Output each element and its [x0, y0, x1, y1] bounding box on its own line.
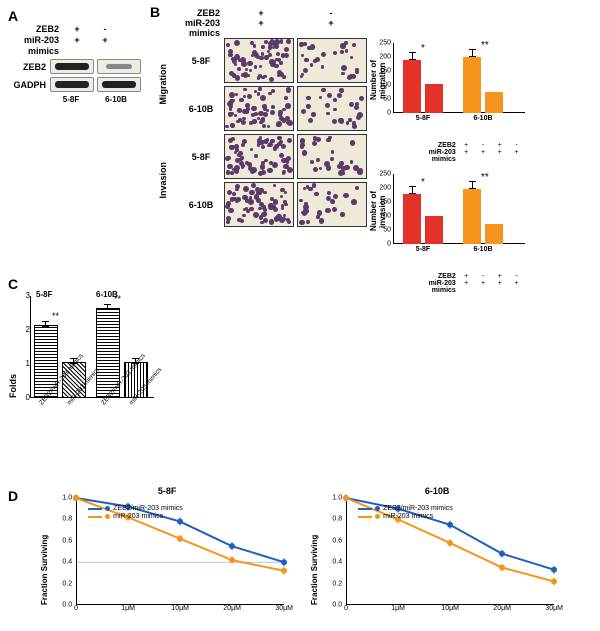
micrograph — [224, 182, 294, 227]
bar-chart-invasion: Number of invasion 050100150200250 *** 5… — [375, 169, 530, 264]
panel-b-header: ZEB2 + - miR-203 + + mimics — [158, 8, 592, 38]
label-mimics: mimics — [8, 46, 63, 56]
sign: + — [296, 18, 366, 28]
panel-c-letter: C — [8, 276, 158, 292]
label-zeb2: ZEB2 — [8, 24, 63, 34]
vlabel-invasion: Invasion — [158, 162, 178, 199]
blot-image — [97, 77, 141, 92]
blot-image — [50, 77, 94, 92]
label-mir203: miR-203 — [8, 35, 63, 45]
sublabel: 6-10B — [181, 200, 221, 210]
label: miR-203 — [158, 18, 226, 28]
micrograph — [297, 86, 367, 131]
blot-zeb2-row: ZEB2 — [8, 59, 158, 74]
micrograph — [224, 38, 294, 83]
sign: + — [226, 8, 296, 18]
panel-b: B ZEB2 + - miR-203 + + mimics Migration … — [158, 8, 592, 270]
vlabel-migration: Migration — [158, 64, 178, 105]
sign: + — [226, 18, 296, 28]
micrograph — [224, 134, 294, 179]
sign: + — [91, 35, 119, 45]
blot-image — [50, 59, 94, 74]
panel-c: C Folds **** ZEB2/miR-203 mimicsmiR-203 … — [8, 276, 158, 442]
blot-image — [97, 59, 141, 74]
micrograph — [224, 86, 294, 131]
sign: - — [91, 24, 119, 34]
label: mimics — [158, 28, 226, 38]
transwell-grid: Migration 5-8F 6-10B Invasion 5-8F 6-10B — [158, 38, 367, 270]
y-axis-label: Folds — [8, 312, 18, 398]
micrograph — [297, 134, 367, 179]
panel-a-header: ZEB2 + - miR-203 + + mimics — [8, 24, 158, 56]
row-top: A ZEB2 + - miR-203 + + mimics ZEB2 GADPH — [8, 8, 592, 270]
sublabel: 6-10B — [181, 104, 221, 114]
sublabel: 5-8F — [181, 152, 221, 162]
panel-d: D 5-8FFraction Surviving0.00.20.40.60.81… — [8, 488, 592, 623]
blot-sublabels: 5-8F 6-10B — [50, 95, 158, 104]
micrograph — [297, 38, 367, 83]
sublabel: 5-8F — [181, 56, 221, 66]
panel-a: A ZEB2 + - miR-203 + + mimics ZEB2 GADPH — [8, 8, 158, 270]
sublabel: 6-10B — [95, 95, 137, 104]
micrograph — [297, 182, 367, 227]
sign: + — [63, 35, 91, 45]
sign: - — [296, 8, 366, 18]
title: 6-10B — [96, 290, 118, 299]
blot-label: ZEB2 — [8, 62, 50, 72]
panel-a-letter: A — [8, 8, 158, 24]
panel-b-letter: B — [150, 4, 160, 20]
panel-d-letter: D — [8, 488, 18, 623]
panel-b-barcharts: Number of migration 050100150200250 *** … — [375, 38, 530, 270]
blot-label: GADPH — [8, 80, 50, 90]
sign: + — [63, 24, 91, 34]
bar-chart-migration: Number of migration 050100150200250 *** … — [375, 38, 530, 133]
blot-gapdh-row: GADPH — [8, 77, 158, 92]
label: ZEB2 — [158, 8, 226, 18]
title: 5-8F — [36, 290, 52, 299]
line-chart-610b: 6-10BFraction Surviving0.00.20.40.60.81.… — [312, 488, 562, 623]
sublabel: 5-8F — [50, 95, 92, 104]
line-chart-58f: 5-8FFraction Surviving0.00.20.40.60.81.0… — [42, 488, 292, 623]
panel-c-chart: Folds **** ZEB2/miR-203 mimicsmiR-203 mi… — [8, 292, 158, 442]
